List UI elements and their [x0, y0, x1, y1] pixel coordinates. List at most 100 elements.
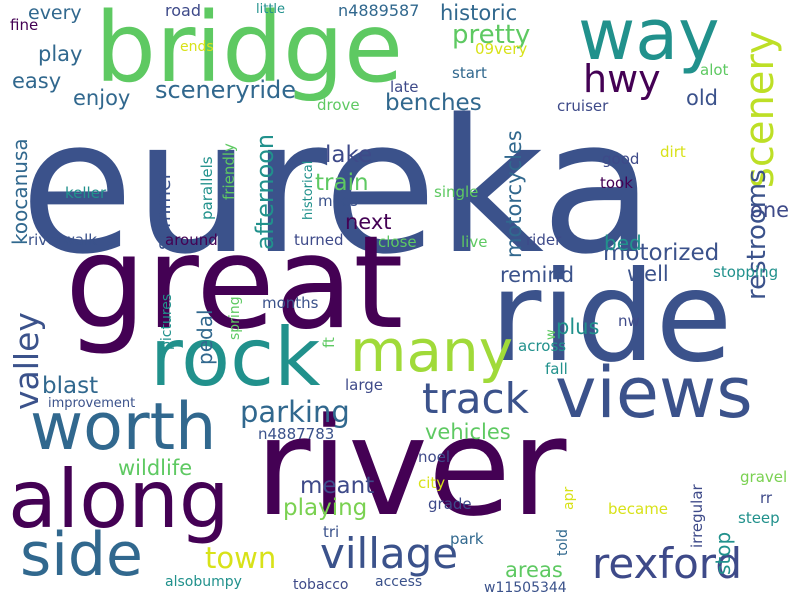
word-benches: benches — [385, 90, 482, 116]
word-start: start — [452, 64, 487, 82]
word-train: train — [315, 170, 369, 196]
word-old: old — [686, 86, 719, 110]
word-playing: playing — [283, 495, 368, 521]
word-good: good — [602, 150, 640, 168]
word-ride: ride — [490, 245, 733, 390]
word-large: large — [345, 376, 384, 394]
word-well: well — [627, 262, 669, 286]
word-access: access — [375, 574, 423, 590]
word-ft: ft — [320, 337, 338, 348]
word-side: side — [20, 520, 143, 590]
word-riverwalk: riverwalk — [28, 231, 97, 249]
word-sceneryride: sceneryride — [155, 76, 297, 104]
word-around: around — [165, 231, 218, 249]
word-wildlife: wildlife — [118, 456, 193, 480]
word-one: one — [750, 198, 790, 222]
word-historical: historical — [301, 160, 316, 220]
word-way: way — [578, 0, 720, 76]
word-historic: historic — [440, 1, 518, 25]
word-w: w — [544, 329, 559, 340]
word-valley: valley — [7, 312, 46, 410]
word-scenery: scenery — [737, 30, 783, 188]
word-improvement: improvement — [48, 396, 136, 411]
word-grade: grade — [428, 495, 472, 513]
word-remind: remind — [500, 263, 575, 287]
word-turned: turned — [294, 231, 344, 249]
word-every: every — [28, 2, 82, 24]
word-cruiser: cruiser — [557, 97, 609, 115]
word-friendly: friendly — [220, 143, 238, 200]
word-plus: plus — [556, 315, 600, 339]
word-single: single — [434, 183, 479, 201]
word-next: next — [345, 210, 392, 234]
word-lake: lake — [325, 142, 373, 168]
word-easy: easy — [12, 69, 62, 93]
word-months: months — [262, 294, 319, 312]
word-noel: noel — [418, 448, 451, 466]
word-track: track — [422, 374, 529, 423]
word-tobacco: tobacco — [293, 577, 349, 593]
word-miles: miles — [318, 192, 358, 210]
word-irregular: irregular — [688, 484, 706, 548]
word-tri: tri — [323, 523, 340, 541]
word-many: many — [350, 317, 514, 385]
word-live: live — [461, 233, 488, 251]
word-across: across — [518, 337, 567, 355]
word-little: little — [256, 2, 286, 17]
word-took: took — [600, 174, 633, 192]
word-spring: spring — [227, 296, 243, 340]
word-stopping: stopping — [713, 263, 779, 281]
word-close: close — [378, 233, 417, 251]
word-rr: rr — [760, 489, 773, 507]
word-hwy: hwy — [583, 57, 661, 101]
word-pretty: pretty — [452, 20, 531, 50]
word-vehicles: vehicles — [425, 420, 511, 444]
word-steep: steep — [738, 509, 780, 527]
word-meant: meant — [300, 473, 375, 499]
word-late: late — [390, 78, 419, 96]
word-motorized: motorized — [603, 240, 720, 266]
word-keller: keller — [65, 184, 107, 202]
word-great: great — [65, 209, 404, 358]
word-alot: alot — [700, 61, 729, 79]
word-rexford: rexford — [592, 539, 742, 588]
word-parking: parking — [240, 395, 350, 429]
word-drove: drove — [317, 96, 360, 114]
word-road: road — [165, 1, 201, 20]
word-along: along — [8, 453, 230, 546]
word-blast: blast — [42, 373, 99, 399]
word-09very: 09very — [475, 40, 528, 58]
word-nw: nw — [618, 312, 640, 330]
word-dirt: dirt — [660, 143, 686, 161]
word-pictures: pictures — [159, 293, 175, 350]
word-village: village — [320, 529, 459, 578]
word-afternoon: afternoon — [251, 133, 279, 250]
word-told: told — [555, 529, 571, 556]
word-town: town — [205, 541, 277, 575]
word-stop: stop — [711, 531, 735, 575]
word-gravel: gravel — [740, 468, 788, 486]
word-bridge: bridge — [95, 0, 404, 104]
word-bed: bed — [604, 231, 642, 255]
word-koocanusa: koocanusa — [8, 138, 32, 245]
word-ends: ends — [180, 39, 214, 55]
word-motorcycles: motorcycles — [502, 130, 526, 258]
word-alsobumpy: alsobumpy — [165, 574, 242, 590]
word-became: became — [608, 500, 669, 518]
word-views: views — [555, 352, 753, 434]
word-rock: rock — [150, 311, 321, 404]
word-areas: areas — [505, 558, 563, 582]
word-pedal: pedal — [193, 309, 217, 365]
word-parallels: parallels — [198, 156, 216, 220]
word-fine: fine — [10, 16, 39, 34]
word-worth: worth — [30, 390, 217, 465]
word-enjoy: enjoy — [73, 86, 131, 110]
word-play: play — [38, 42, 83, 66]
word-rider: rider — [526, 231, 562, 249]
word-river: river — [255, 389, 567, 546]
word-apr: apr — [561, 486, 577, 510]
word-n4889587: n4889587 — [338, 1, 420, 20]
word-n4887783: n4887783 — [258, 425, 335, 443]
word-city: city — [418, 474, 446, 492]
